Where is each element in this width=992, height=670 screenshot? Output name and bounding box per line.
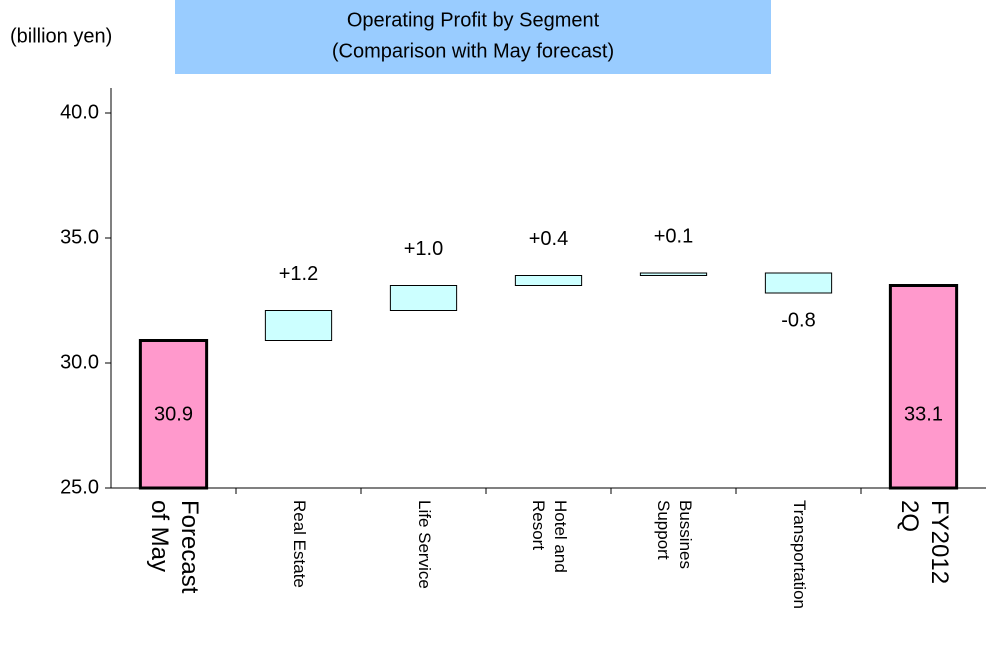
x-tick-label: 2Q (896, 500, 923, 532)
x-tick-label: Hotel and (551, 500, 570, 573)
value-label: 33.1 (904, 403, 943, 425)
value-label: +0.4 (529, 228, 568, 250)
x-tick-label: FY2012 (926, 500, 953, 584)
chart-title: Operating Profit by Segment (347, 9, 600, 31)
x-tick-label: Support (654, 500, 673, 560)
total-bar (888, 284, 959, 490)
x-tick-label: Real Estate (290, 500, 309, 588)
y-tick-label: 25.0 (60, 476, 99, 498)
value-label: 30.9 (154, 403, 193, 425)
x-tick-label: of May (146, 500, 173, 572)
x-tick-label: Forecast (176, 500, 203, 594)
y-axis-label: (billion yen) (10, 25, 112, 47)
delta-bar (264, 310, 333, 341)
y-tick-label: 35.0 (60, 226, 99, 248)
x-tick-label: Bussines (676, 500, 695, 569)
delta-bar (764, 272, 833, 294)
x-tick-label: Transportation (790, 500, 809, 609)
total-bar (138, 339, 209, 490)
value-label: +1.2 (279, 263, 318, 285)
value-label: +1.0 (404, 238, 443, 260)
x-tick-label: Resort (529, 500, 548, 550)
delta-bar (639, 272, 708, 276)
value-label: -0.8 (781, 309, 815, 331)
y-tick-label: 40.0 (60, 101, 99, 123)
delta-bar (389, 285, 458, 311)
chart-subtitle: (Comparison with May forecast) (332, 40, 614, 62)
y-tick-label: 30.0 (60, 351, 99, 373)
value-label: +0.1 (654, 225, 693, 247)
x-tick-label: Life Service (415, 500, 434, 589)
title-box (175, 0, 771, 74)
delta-bar (514, 275, 583, 286)
